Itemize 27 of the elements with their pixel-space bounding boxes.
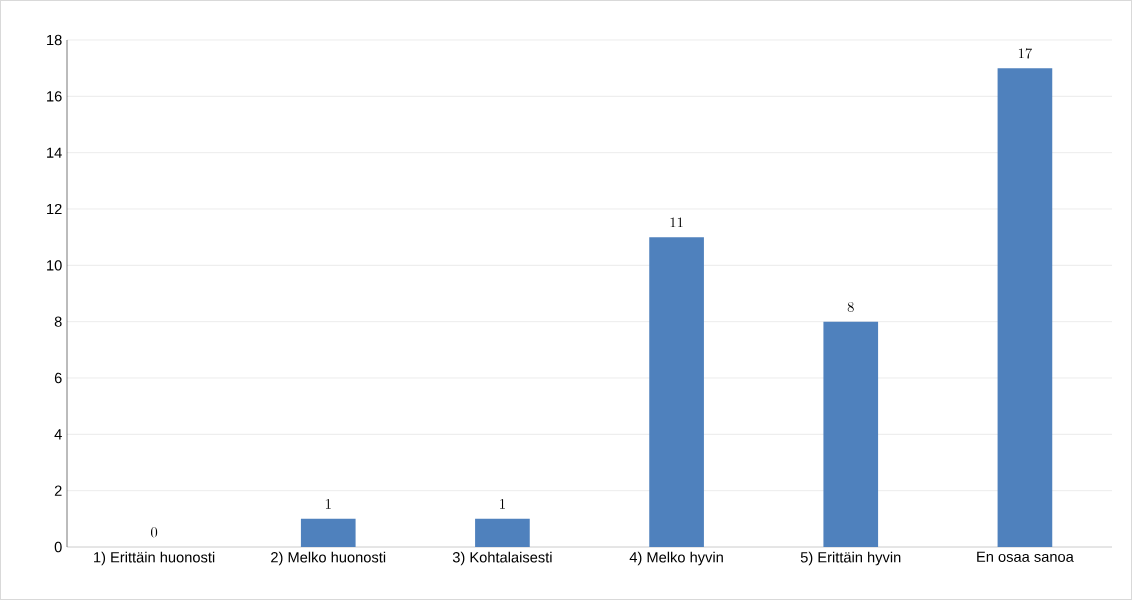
y-tick-label: 14: [47, 147, 62, 158]
x-tick-label: 4) Melko hyvin: [629, 551, 723, 566]
x-tick-label: En osaa sanoa: [977, 551, 1074, 562]
y-tick-label: 10: [47, 260, 62, 271]
bar: [823, 321, 879, 547]
data-label: 17: [1018, 48, 1033, 59]
data-label: 1: [325, 499, 331, 509]
bar: [300, 518, 356, 547]
bar: [649, 237, 704, 547]
y-tick-label: 16: [47, 91, 62, 102]
y-tick-label: 2: [54, 485, 62, 496]
y-tick-label: 8: [54, 316, 62, 327]
data-label: 11: [670, 217, 683, 228]
x-tick-label: 1) Erittäin huonosti: [94, 551, 215, 566]
y-tick-label: 0: [54, 541, 62, 553]
bar: [997, 68, 1053, 547]
y-tick-label: 4: [54, 429, 62, 440]
x-tick-label: 3) Kohtalaisesti: [452, 551, 552, 566]
y-tick-label: 18: [47, 34, 62, 46]
y-tick-label: 12: [47, 203, 62, 215]
bar: [475, 518, 530, 547]
x-tick-label: 5) Erittäin hyvin: [800, 551, 901, 566]
data-label: 0: [151, 527, 158, 538]
x-tick-label: 2) Melko huonosti: [271, 551, 386, 566]
data-label: 1: [500, 499, 505, 509]
data-label: 8: [847, 301, 854, 312]
y-tick-label: 6: [54, 372, 62, 384]
